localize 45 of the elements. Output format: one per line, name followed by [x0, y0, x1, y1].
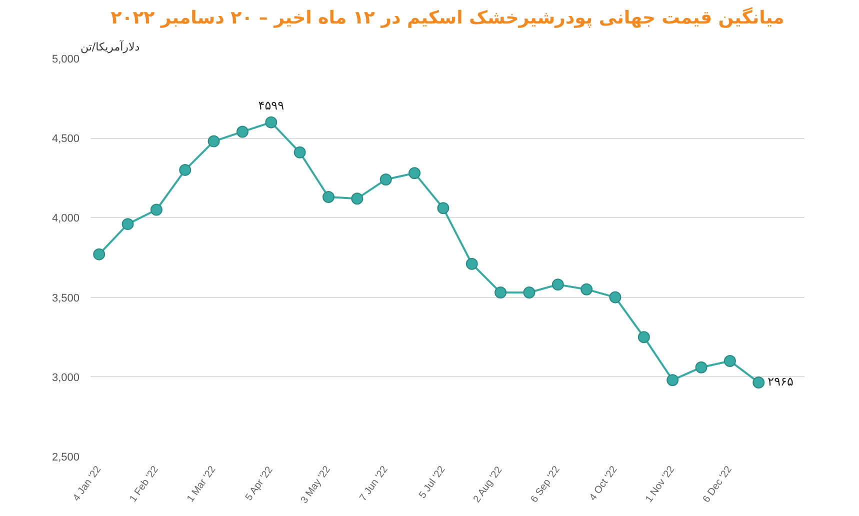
- point: [552, 278, 564, 291]
- y-tick-label: 5,000: [52, 54, 80, 66]
- point: [580, 283, 593, 296]
- x-tick-label: 1 Mar '22: [185, 464, 218, 504]
- point: [695, 361, 708, 374]
- point: [437, 202, 450, 214]
- point: [752, 376, 765, 388]
- point: [265, 116, 278, 128]
- point: [724, 354, 736, 367]
- point: [179, 164, 192, 176]
- point: [666, 374, 679, 386]
- point: [609, 291, 622, 304]
- x-tick-label: 1 Nov '22: [644, 464, 678, 505]
- point: [322, 191, 334, 203]
- y-tick-label: 3,000: [52, 372, 80, 384]
- y-axis-title: دلارآمریکا/تن: [80, 40, 140, 54]
- x-tick-label: 4 Oct '22: [588, 464, 620, 503]
- x-tick-label: 2 Aug '22: [472, 464, 505, 505]
- x-tick-label: 6 Sep '22: [529, 464, 563, 505]
- x-tick-label: 5 Apr '22: [244, 464, 276, 503]
- point: [122, 218, 134, 230]
- x-tick-label: 6 Dec '22: [701, 464, 735, 505]
- point: [466, 258, 478, 270]
- point: [208, 135, 220, 148]
- point: [523, 286, 536, 299]
- y-tick-label: 4,000: [52, 212, 80, 225]
- point: [150, 204, 162, 216]
- point: [93, 248, 106, 260]
- data-label: ۴۵۹۹: [258, 98, 284, 112]
- x-tick-label: 7 Jun '22: [358, 464, 391, 504]
- y-tick-label: 3,500: [52, 292, 80, 304]
- y-tick-label: 4,500: [52, 133, 80, 146]
- point: [638, 331, 650, 344]
- point: [494, 286, 507, 299]
- point: [236, 126, 248, 138]
- x-tick-label: 5 Jul '22: [417, 464, 448, 501]
- point: [294, 146, 306, 158]
- y-tick-label: 2,500: [52, 452, 80, 464]
- point: [408, 167, 421, 180]
- point: [351, 192, 364, 205]
- chart-title: میانگین قیمت جهانی پودرشیرخشک اسکیم در ۱۲ ماه اخیر – ۲۰ دسامبر ۲۰۲۲: [110, 6, 784, 28]
- point: [380, 174, 392, 186]
- data-label: ۲۹۶۵: [768, 374, 794, 388]
- x-tick-label: 4 Jan '22: [71, 464, 104, 504]
- x-tick-label: 1 Feb '22: [128, 464, 162, 504]
